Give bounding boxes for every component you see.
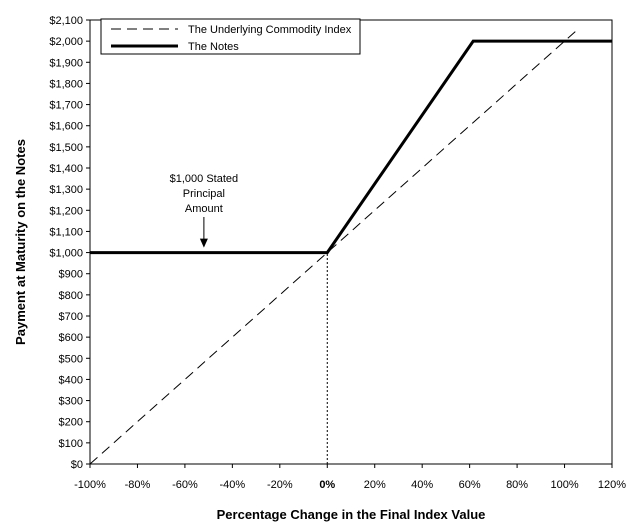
y-tick-label: $1,400 — [49, 163, 83, 175]
y-tick-label: $1,500 — [49, 142, 83, 154]
x-tick-label: 40% — [411, 479, 433, 491]
y-tick-label: $500 — [59, 353, 83, 365]
y-tick-label: $2,100 — [49, 15, 83, 27]
x-tick-label: -20% — [267, 479, 293, 491]
x-tick-label: 80% — [506, 479, 528, 491]
y-tick-label: $200 — [59, 417, 83, 429]
plot-area-frame — [89, 19, 613, 465]
legend-label-index: The Underlying Commodity Index — [188, 24, 352, 36]
y-tick-label: $1,300 — [49, 184, 83, 196]
y-tick-label: $700 — [59, 311, 83, 323]
y-tick-label: $1,600 — [49, 121, 83, 133]
annotation-arrow-head — [199, 238, 208, 248]
y-tick-label: $2,000 — [49, 36, 83, 48]
annotation-line-2: Principal — [183, 188, 225, 200]
x-tick-label: -80% — [125, 479, 151, 491]
stated-principal-annotation: $1,000 Stated Principal Amount — [170, 173, 239, 248]
series-notes-line — [90, 39, 612, 255]
y-tick-label: $1,800 — [49, 78, 83, 90]
legend-label-notes: The Notes — [188, 41, 239, 53]
legend-box — [100, 18, 361, 55]
annotation-line-1: $1,000 Stated — [170, 173, 239, 185]
y-tick-label: $300 — [59, 396, 83, 408]
x-tick-label: 20% — [364, 479, 386, 491]
x-axis-title: Percentage Change in the Final Index Val… — [217, 507, 486, 522]
y-tick-label: $100 — [59, 438, 83, 450]
x-tick-label: 120% — [598, 479, 626, 491]
y-tick-label: $1,200 — [49, 205, 83, 217]
x-tick-label: -40% — [220, 479, 246, 491]
x-axis-ticks: -100% -80% -60% -40% -20% 0% 20% 40% 60% 80% 100% 1… — [74, 464, 626, 491]
series-underlying-index-line — [89, 30, 577, 465]
x-tick-label: 100% — [550, 479, 578, 491]
x-tick-label: -60% — [172, 479, 198, 491]
y-tick-label: $1,700 — [49, 100, 83, 112]
y-tick-label: $400 — [59, 374, 83, 386]
x-tick-label: 60% — [459, 479, 481, 491]
x-tick-label: -100% — [74, 479, 106, 491]
y-tick-label: $1,900 — [49, 57, 83, 69]
y-tick-label: $0 — [71, 459, 83, 471]
y-tick-label: $900 — [59, 269, 83, 281]
x-tick-label: 0% — [319, 479, 335, 491]
y-axis-title: Payment at Maturity on the Notes — [13, 139, 28, 345]
legend: The Underlying Commodity Index The Notes — [100, 18, 361, 55]
y-tick-label: $1,100 — [49, 226, 83, 238]
y-axis-ticks: $0 $100 $200 $300 $400 $500 $600 $700 $800 $900 $1… — [49, 15, 90, 471]
annotation-line-3: Amount — [185, 203, 223, 215]
y-tick-label: $800 — [59, 290, 83, 302]
y-tick-label: $600 — [59, 332, 83, 344]
y-tick-label: $1,000 — [49, 248, 83, 260]
